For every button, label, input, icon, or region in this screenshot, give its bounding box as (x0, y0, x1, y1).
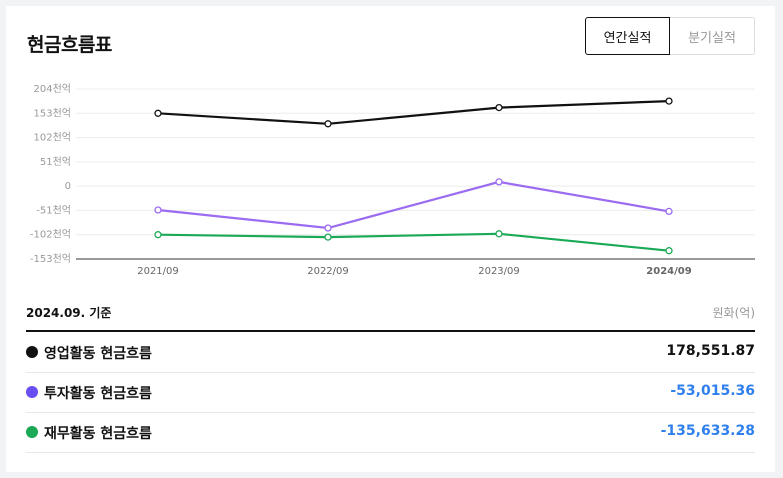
data-point (665, 97, 673, 105)
x-tick-label: 2021/09 (137, 266, 179, 277)
basis-date: 2024.09. 기준 (26, 306, 112, 320)
data-point (324, 120, 332, 128)
data-point (665, 247, 673, 255)
y-tick-label: -102천억 (30, 229, 71, 241)
row-label: 투자활동 현금흐름 (44, 386, 152, 402)
row-value: -135,633.28 (660, 423, 755, 439)
series-line (157, 100, 670, 125)
table-row: 투자활동 현금흐름 -53,015.36 (26, 372, 755, 413)
series-line (157, 232, 670, 252)
cash-flow-card: 현금흐름표 연간실적 분기실적 204천억 153천억 102천억 51천억 0 -51천… (6, 6, 775, 472)
quarterly-toggle-button[interactable]: 분기실적 (670, 17, 755, 55)
y-tick-label: -51천억 (36, 204, 71, 216)
series-dot-icon (26, 346, 38, 358)
row-value: -53,015.36 (670, 383, 755, 399)
x-tick-label: 2023/09 (478, 266, 520, 277)
data-point (154, 231, 162, 239)
table-row: 영업활동 현금흐름 178,551.87 (26, 332, 755, 373)
row-label: 재무활동 현금흐름 (44, 426, 152, 442)
data-point (324, 233, 332, 241)
data-point (495, 230, 503, 238)
x-tick-label: 2022/09 (307, 266, 349, 277)
table-row: 재무활동 현금흐름 -135,633.28 (26, 412, 755, 453)
data-point (154, 206, 162, 214)
y-tick-label: 204천억 (34, 83, 72, 95)
series-line (157, 180, 670, 230)
data-point (495, 103, 503, 112)
series-dot-icon (26, 426, 38, 438)
page-title: 현금흐름표 (27, 34, 112, 56)
cash-flow-line-chart: 204천억 153천억 102천억 51천억 0 -51천억 -102천억 -153천억 202… (30, 83, 755, 277)
row-label: 영업활동 현금흐름 (44, 346, 152, 362)
x-tick-label: 2024/09 (646, 266, 691, 277)
annual-toggle-button[interactable]: 연간실적 (585, 17, 670, 55)
row-value: 178,551.87 (666, 343, 755, 359)
y-tick-label: 51천억 (40, 156, 71, 168)
data-point (324, 224, 332, 232)
y-tick-label: -153천억 (30, 253, 71, 265)
series-dot-icon (26, 386, 38, 398)
table-divider (26, 330, 755, 332)
unit-label: 원화(억) (712, 306, 755, 320)
data-point (154, 109, 162, 117)
data-point (495, 178, 503, 186)
y-tick-label: 102천억 (34, 132, 72, 144)
data-point (665, 207, 673, 216)
y-tick-label: 0 (65, 181, 71, 192)
y-tick-label: 153천억 (34, 107, 72, 119)
